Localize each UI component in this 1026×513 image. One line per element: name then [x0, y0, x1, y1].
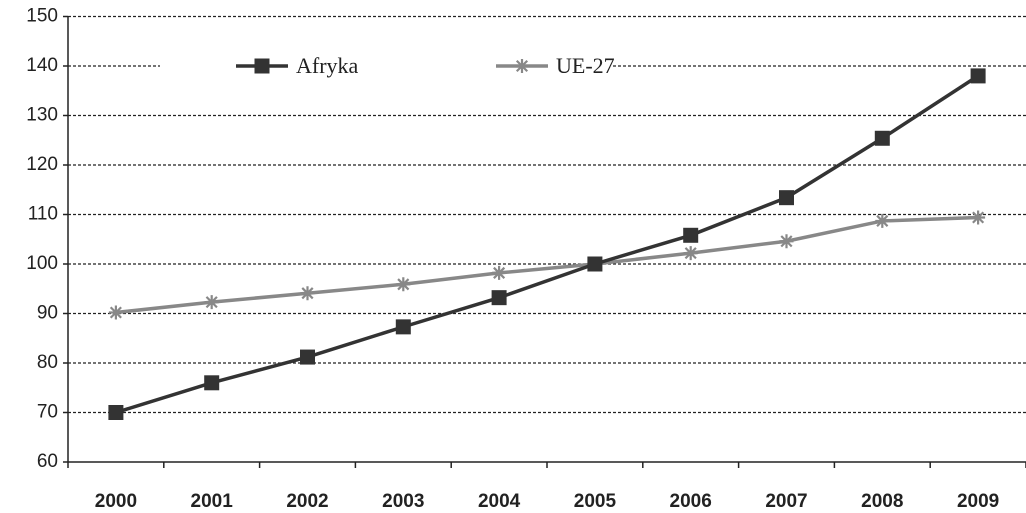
point	[108, 405, 124, 420]
point	[300, 286, 315, 301]
point	[108, 305, 123, 320]
x-tick-label: 2002	[286, 491, 328, 512]
x-tick-label: 2008	[861, 491, 903, 512]
point	[204, 295, 219, 310]
legend-label: Afryka	[296, 53, 359, 78]
point	[683, 246, 698, 261]
point	[395, 319, 411, 335]
point	[491, 290, 507, 306]
point	[587, 256, 603, 272]
point	[970, 68, 986, 84]
series-line	[115, 74, 980, 415]
point	[779, 234, 794, 249]
y-tick-label: 100	[26, 253, 58, 274]
y-tick-label: 120	[26, 154, 58, 175]
point	[492, 265, 507, 280]
x-tick-label: 2006	[670, 491, 712, 512]
point	[300, 349, 315, 365]
y-tick-label: 110	[28, 204, 58, 225]
point	[515, 59, 529, 73]
point	[875, 213, 890, 228]
x-tick-label: 2001	[191, 491, 234, 512]
y-tick-label: 70	[37, 402, 58, 423]
y-tick-label: 60	[37, 451, 58, 472]
y-tick-label: 140	[26, 55, 58, 76]
point	[254, 58, 270, 74]
legend-label: UE-27	[556, 53, 615, 78]
y-tick-label: 90	[37, 303, 58, 324]
x-tick-label: 2007	[765, 491, 807, 512]
y-tick-label: 80	[37, 352, 58, 373]
x-tick-label: 2003	[382, 491, 424, 512]
legend: Afryka UE-27	[160, 48, 615, 86]
y-tick-label: 150	[26, 6, 58, 27]
point	[204, 375, 220, 391]
x-tick-label: 2009	[957, 491, 999, 512]
point	[396, 277, 411, 292]
x-tick-label: 2000	[95, 491, 137, 512]
y-tick-label: 130	[26, 105, 58, 126]
x-tick-label: 2005	[574, 491, 617, 512]
point	[874, 130, 890, 146]
point	[779, 190, 794, 206]
point	[683, 227, 699, 243]
point	[971, 210, 986, 225]
x-tick-label: 2004	[478, 491, 521, 512]
series-line	[115, 215, 979, 315]
